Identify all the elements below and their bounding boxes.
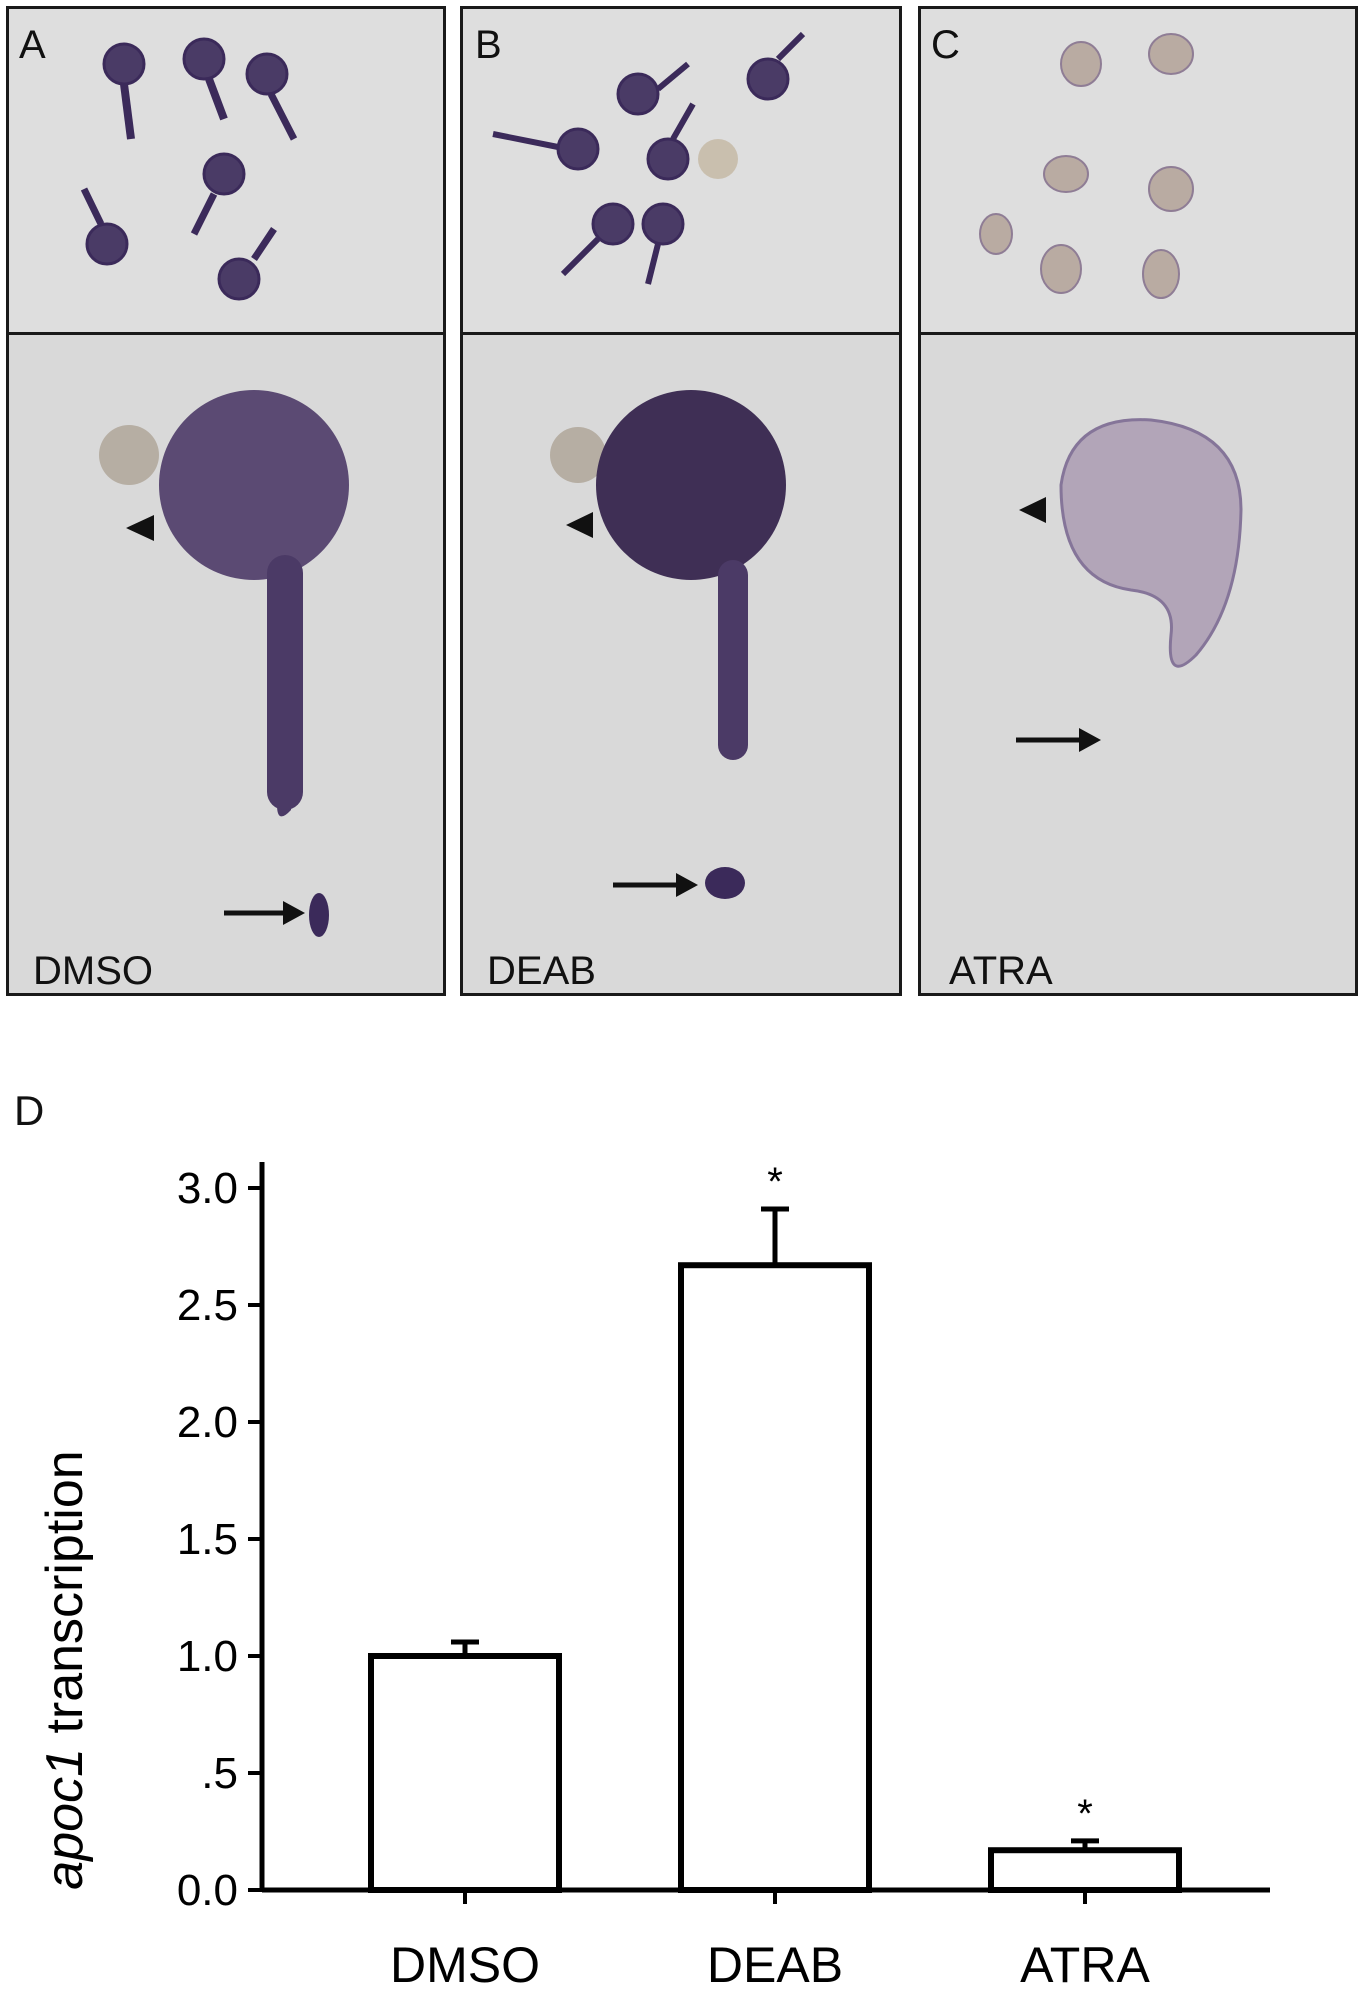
significance-marker: *: [1077, 1792, 1093, 1836]
x-tick-label: ATRA: [1020, 1937, 1150, 1993]
y-axis-label: apoc1 transcription: [36, 1450, 94, 1889]
panel-a-detail: DMSO: [6, 332, 446, 996]
panel-b-detail: DEAB: [460, 332, 902, 996]
embryos-overview-image: [9, 9, 443, 335]
embryos-overview-image: [921, 9, 1355, 335]
significance-marker: *: [767, 1160, 783, 1204]
x-tick-label: DMSO: [390, 1937, 540, 1993]
embryos-overview-image: [463, 9, 899, 335]
panel-c-overview: C: [918, 6, 1358, 338]
panel-c-detail: ATRA: [918, 332, 1358, 996]
chart-axes: 0.0 .5 1.0 1.5 2.0 2.5 3.0: [177, 1162, 1270, 1915]
y-tick-label: 3.0: [177, 1164, 238, 1213]
arrow-marker: [613, 873, 698, 897]
bar-deab: [678, 1262, 872, 1894]
bar-dmso: [368, 1653, 562, 1893]
y-tick-label: 2.0: [177, 1398, 238, 1447]
panel-b-overview: B: [460, 6, 902, 338]
arrowhead-marker: [566, 512, 593, 538]
condition-label-deab: DEAB: [487, 949, 596, 993]
arrow-marker: [1016, 728, 1101, 752]
y-tick-label: .5: [201, 1749, 238, 1798]
x-tick-labels: DMSO DEAB ATRA: [390, 1937, 1150, 1993]
y-axis-label-rest: transcription: [36, 1450, 94, 1748]
condition-label-atra: ATRA: [949, 949, 1053, 993]
apoc1-bar-chart: D apoc1 transcription 0.0 .5 1.0 1.5 2.0 2.5 3…: [14, 1087, 1270, 1993]
arrowhead-marker: [1019, 497, 1046, 523]
arrow-marker: [224, 901, 305, 925]
y-tick-label: 0.0: [177, 1866, 238, 1915]
panel-letter-a: A: [19, 23, 46, 67]
panel-a-overview: A: [6, 6, 446, 338]
y-tick-label: 1.0: [177, 1632, 238, 1681]
y-tick-label: 2.5: [177, 1281, 238, 1330]
panel-letter-b: B: [475, 23, 502, 67]
y-axis-label-gene: apoc1: [36, 1748, 94, 1890]
chart-bars: **: [368, 1160, 1182, 1894]
panel-letter-c: C: [931, 23, 960, 67]
arrowhead-marker: [126, 515, 154, 541]
embryo-detail-image: [9, 335, 443, 993]
condition-label-dmso: DMSO: [33, 949, 153, 993]
bar-atra: [988, 1847, 1182, 1893]
y-tick-label: 1.5: [177, 1515, 238, 1564]
panel-letter-d: D: [14, 1087, 44, 1134]
embryo-detail-image: [921, 335, 1355, 993]
embryo-detail-image: [463, 335, 899, 993]
x-tick-label: DEAB: [707, 1937, 843, 1993]
